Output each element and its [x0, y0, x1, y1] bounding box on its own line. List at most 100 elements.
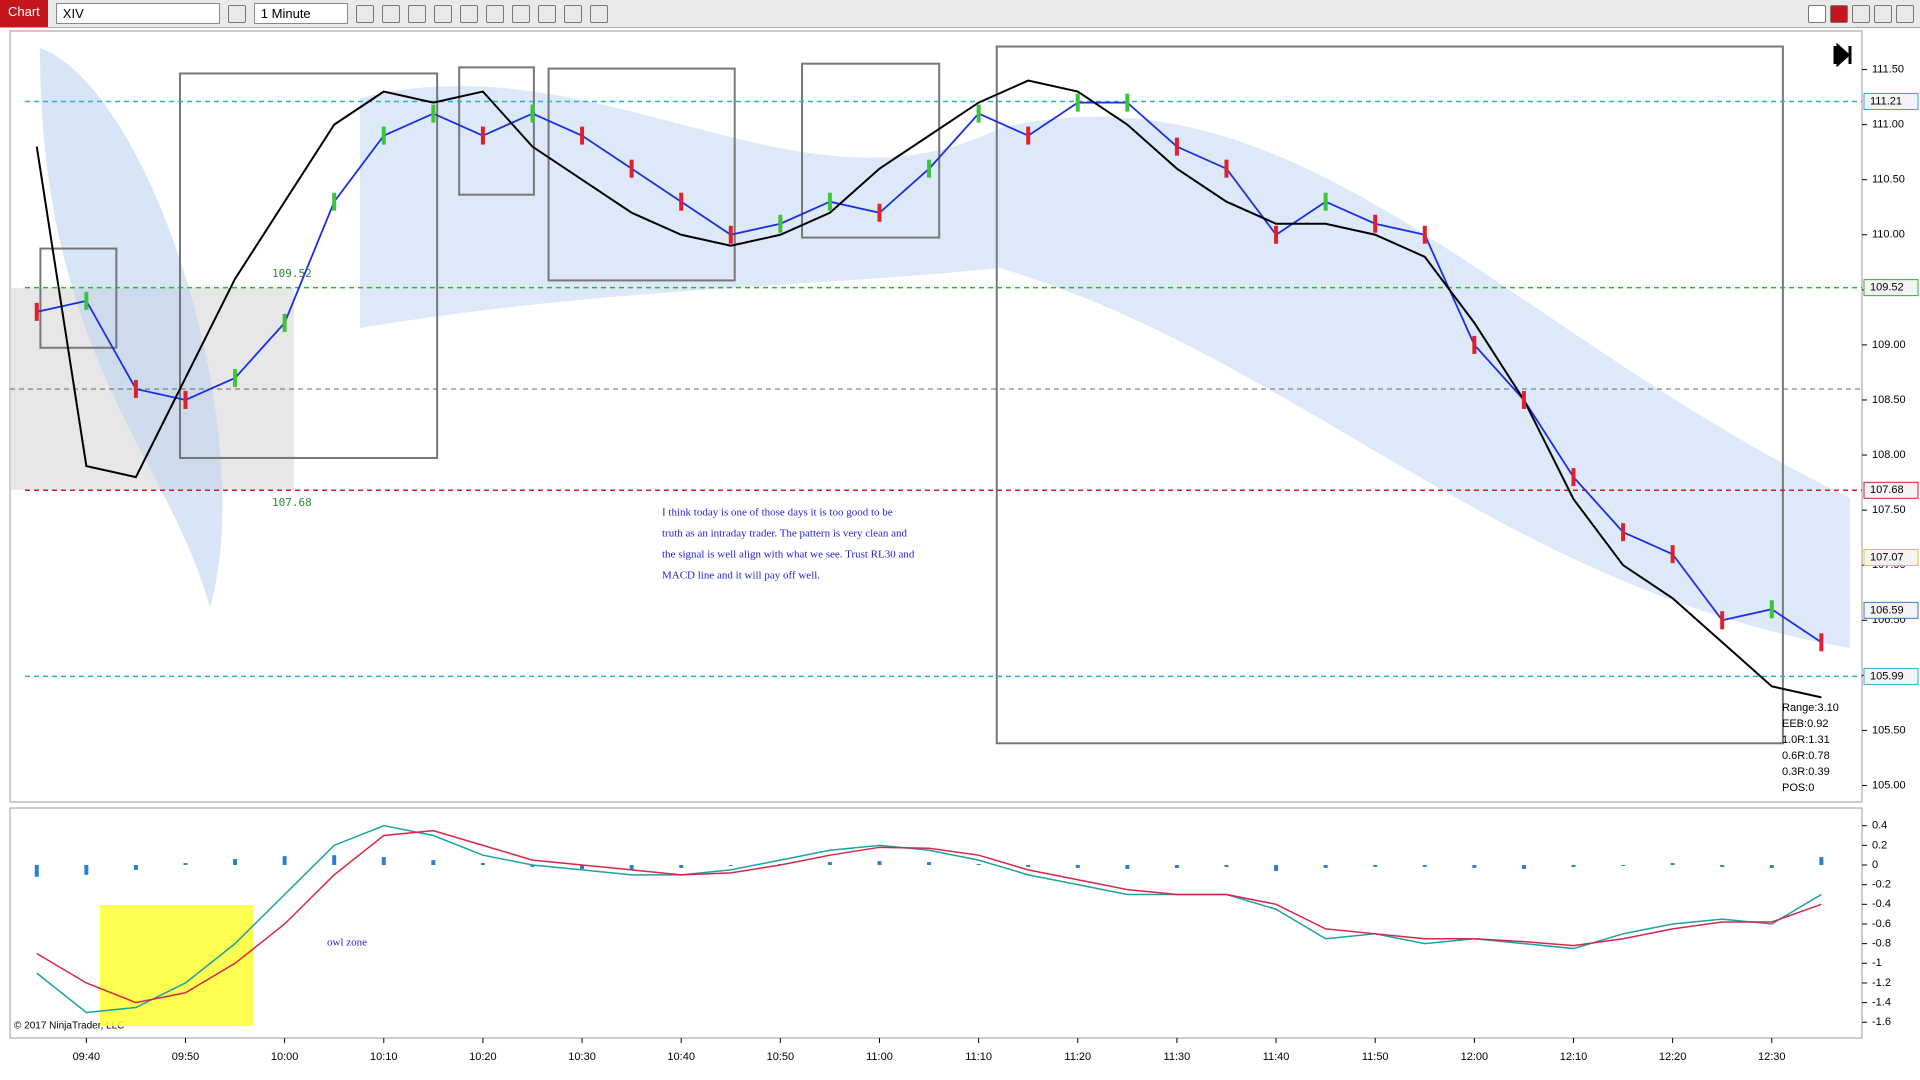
note-line: I think today is one of those days it is…	[662, 507, 893, 519]
price-bar	[778, 214, 783, 233]
price-bar	[1373, 214, 1378, 233]
draw-button[interactable]	[381, 4, 400, 23]
price-bar	[1670, 545, 1675, 564]
stat-line: Range:3.10	[1782, 702, 1839, 714]
price-bar	[1224, 159, 1229, 178]
price-bar	[629, 159, 634, 178]
histogram-bar	[679, 865, 684, 868]
histogram-bar	[927, 862, 932, 866]
instrument-select[interactable]: XIV	[55, 3, 220, 24]
maximize-button[interactable]	[1874, 4, 1892, 23]
histogram-bar	[580, 865, 585, 869]
y-tick-label: -1.4	[1872, 997, 1891, 1009]
template-button[interactable]	[589, 4, 608, 23]
x-tick-label: 10:40	[667, 1051, 695, 1063]
x-tick-label: 11:20	[1064, 1051, 1091, 1063]
price-tag	[1863, 548, 1919, 566]
histogram-bar	[1174, 865, 1179, 868]
toolbar: Chart XIV 1 Minute	[0, 0, 1920, 28]
histogram-bar	[1274, 865, 1279, 871]
strategies-button[interactable]	[537, 4, 556, 23]
price-tag-label: 107.68	[1870, 484, 1904, 496]
note-line: truth as an intraday trader. The pattern…	[662, 528, 908, 540]
study-box	[801, 62, 941, 239]
y-tick-label: 110.50	[1872, 174, 1905, 186]
histogram-bar	[431, 860, 436, 866]
indicators-button[interactable]	[511, 4, 530, 23]
histogram-bar	[629, 865, 634, 870]
price-tag	[1863, 92, 1919, 110]
stat-line: POS:0	[1782, 782, 1814, 794]
price-tag-label: 107.07	[1870, 551, 1904, 563]
histogram-bar	[827, 862, 832, 866]
macd-panel-frame	[9, 807, 1863, 1039]
y-tick-label: 0.2	[1872, 839, 1887, 851]
pointer-button[interactable]	[459, 4, 478, 23]
interval-select[interactable]: 1 Minute	[253, 3, 348, 24]
chart: © 2017 NinjaTrader, LLC 105.00 105.50 106.…	[0, 28, 1920, 1080]
close-button[interactable]	[1896, 4, 1914, 23]
histogram-bar	[84, 865, 89, 875]
x-tick-label: 11:40	[1263, 1051, 1290, 1063]
histogram-bar	[1720, 865, 1725, 867]
price-bar	[728, 225, 733, 244]
x-tick-label: 10:10	[370, 1051, 398, 1063]
owl-zone-label: owl zone	[327, 937, 367, 949]
scroll-end-icon[interactable]	[1833, 42, 1852, 68]
price-bar	[332, 192, 337, 211]
zoom-in-button[interactable]	[407, 4, 426, 23]
pin-button[interactable]	[1808, 4, 1826, 23]
refresh-button[interactable]	[563, 4, 582, 23]
x-tick-label: 09:50	[172, 1051, 200, 1063]
histogram-bar	[1075, 865, 1080, 868]
histogram-bar	[1323, 865, 1328, 868]
study-box	[547, 67, 736, 282]
stat-line: 0.6R:0.78	[1782, 750, 1830, 762]
price-bar	[431, 104, 436, 123]
price-tag	[1863, 279, 1919, 297]
histogram-bar	[233, 859, 238, 866]
zoom-out-button[interactable]	[433, 4, 452, 23]
price-tag	[1863, 667, 1919, 685]
histogram-bar	[183, 863, 188, 866]
x-tick-label: 10:30	[568, 1051, 596, 1063]
x-tick-label: 12:00	[1461, 1051, 1489, 1063]
search-button[interactable]	[227, 4, 246, 23]
study-box	[179, 72, 439, 459]
price-tag	[1863, 481, 1919, 499]
y-tick-label: 105.00	[1872, 779, 1906, 791]
x-tick-label: 11:10	[965, 1051, 992, 1063]
price-bar	[580, 126, 585, 145]
price-bar	[827, 192, 832, 211]
price-bar	[1621, 523, 1626, 542]
y-tick-label: 111.50	[1872, 63, 1904, 75]
price-tag-label: 111.21	[1870, 95, 1902, 107]
y-tick-label: -1	[1872, 957, 1882, 969]
link-button[interactable]	[1830, 4, 1848, 23]
histogram-bar	[976, 864, 981, 866]
price-bar	[530, 104, 535, 123]
x-tick-label: 10:50	[767, 1051, 795, 1063]
histogram-bar	[1819, 857, 1824, 866]
histogram-bar	[480, 863, 485, 866]
histogram-bar	[282, 856, 287, 866]
y-tick-label: -1.6	[1872, 1016, 1891, 1028]
histogram-bar	[1026, 865, 1031, 867]
price-bar	[1472, 335, 1477, 354]
window-title: Chart	[0, 0, 48, 27]
price-tag-label: 105.99	[1870, 670, 1904, 682]
owl-zone	[100, 905, 253, 1026]
bars-button[interactable]	[355, 4, 374, 23]
histogram-bar	[1769, 865, 1774, 868]
x-tick-label: 10:20	[469, 1051, 497, 1063]
minimize-button[interactable]	[1852, 4, 1870, 23]
properties-button[interactable]	[485, 4, 504, 23]
y-tick-label: 108.50	[1872, 394, 1906, 406]
price-bar	[1174, 137, 1179, 156]
histogram-bar	[1472, 865, 1477, 868]
price-bar	[84, 291, 89, 310]
note-line: the signal is well align with what we se…	[662, 549, 915, 561]
price-bar	[1769, 600, 1774, 619]
y-tick-label: 109.00	[1872, 339, 1906, 351]
band	[40, 48, 223, 608]
